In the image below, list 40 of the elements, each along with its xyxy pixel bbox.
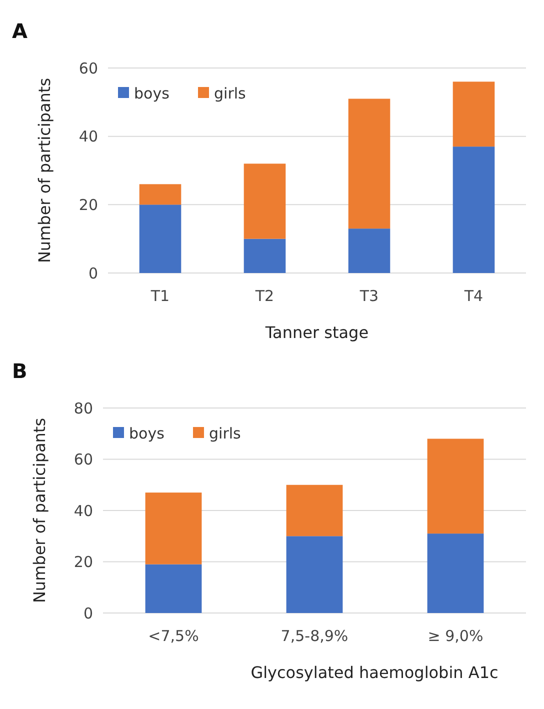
y-axis-title: Number of participants [35,78,54,264]
y-tick-label: 60 [74,450,93,468]
bar [139,184,182,205]
y-tick-label: 80 [74,399,93,418]
x-tick-label: T2 [254,287,274,305]
x-tick-label: T3 [358,287,379,305]
bar [244,164,286,239]
bar [145,492,202,564]
y-tick-label: 40 [74,502,93,520]
bar [427,534,484,613]
legend-label: boys [134,84,170,102]
bar [145,564,202,613]
legend-label: boys [129,424,165,442]
legend-label: girls [214,84,246,102]
y-tick-label: 60 [78,59,98,78]
bar [286,484,343,536]
legend-label: girls [209,424,242,442]
y-tick-label: 0 [88,264,98,282]
y-tick-label: 0 [83,604,93,622]
bar [452,146,495,273]
bar [348,228,390,273]
y-tick-label: 40 [78,128,98,146]
y-axis-title: Number of participants [30,418,49,604]
x-tick-label: <7,5% [148,627,199,645]
x-axis-title: Tanner stage [264,323,369,342]
x-tick-label: T4 [463,287,484,305]
bar [244,238,286,273]
bar [427,438,484,534]
bar [286,536,343,613]
x-axis-title: Glycosylated haemoglobin A1c [250,663,498,682]
bar [348,98,390,229]
y-tick-label: 20 [74,553,93,571]
chart-title: B [12,359,28,383]
bar [452,82,495,147]
x-tick-label: ≥ 9,0% [428,627,484,645]
x-tick-label: 7,5-8,9% [280,627,348,645]
bar [139,204,182,273]
y-tick-label: 20 [78,196,98,214]
chart-title: A [12,19,28,43]
x-tick-label: T1 [150,287,170,305]
